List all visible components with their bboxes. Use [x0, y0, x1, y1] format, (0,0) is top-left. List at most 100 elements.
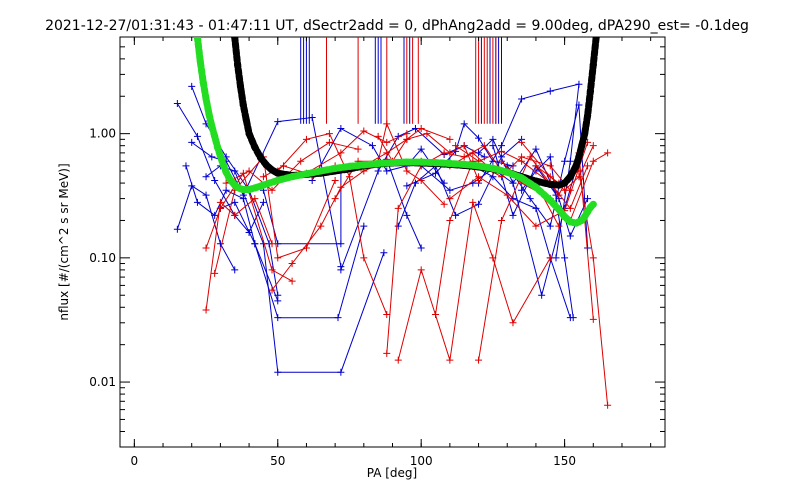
blue-marker-9-1 [374, 167, 382, 175]
red-marker-3-3 [297, 157, 305, 165]
red-marker-16-2 [526, 153, 534, 161]
blue-marker-15-2 [546, 222, 554, 230]
blue-marker-0-5 [259, 198, 267, 206]
red-marker-3-5 [354, 145, 362, 153]
red-marker-16-3 [555, 191, 563, 199]
blue-marker-15-1 [526, 195, 534, 203]
blue-line-0 [176, 103, 264, 234]
red-marker-14-3 [532, 222, 540, 230]
series-5-red [326, 37, 497, 124]
red-marker-1-3 [268, 266, 276, 274]
green-curve-line [193, 37, 597, 227]
blue-marker-3-6 [274, 297, 282, 305]
blue-marker-11-0 [403, 182, 411, 190]
red-marker-0-3 [251, 195, 259, 203]
blue-marker-2-3 [216, 240, 224, 248]
red-marker-2-5 [331, 176, 339, 184]
red-line-6 [277, 133, 388, 315]
blue-marker-18-1 [489, 135, 497, 143]
red-marker-0-1 [216, 198, 224, 206]
blue-marker-3-3 [222, 186, 230, 194]
red-marker-11-1 [417, 266, 425, 274]
blue-marker-0-1 [193, 132, 201, 140]
blue-marker-0-2 [211, 176, 219, 184]
red-marker-12-2 [469, 149, 477, 157]
blue-marker-17-4 [569, 314, 577, 322]
series-4-blue [300, 37, 502, 124]
red-marker-10-3 [440, 149, 448, 157]
red-marker-13-1 [446, 216, 454, 224]
blue-marker-10-0 [394, 222, 402, 230]
red-marker-17-5 [604, 149, 612, 157]
red-marker-11-2 [446, 356, 454, 364]
red-line-11 [397, 202, 551, 361]
red-marker-1-1 [216, 204, 224, 212]
red-marker-4-5 [383, 138, 391, 146]
x-tick-label-3: 150 [553, 454, 576, 468]
blue-marker-5-1 [208, 153, 216, 161]
series-0-blue [173, 80, 592, 376]
red-marker-7-6 [446, 135, 454, 143]
blue-marker-14-2 [518, 95, 526, 103]
x-tick-label-1: 50 [270, 454, 285, 468]
red-marker-16-0 [475, 356, 483, 364]
blue-marker-14-3 [546, 87, 554, 95]
red-marker-18-0 [532, 162, 540, 170]
blue-marker-16-1 [509, 211, 517, 219]
red-marker-3-4 [325, 138, 333, 146]
red-marker-13-0 [432, 310, 440, 318]
red-marker-19-1 [546, 173, 554, 181]
red-marker-0-0 [202, 306, 210, 314]
red-marker-19-4 [589, 142, 597, 150]
red-marker-16-1 [498, 216, 505, 224]
red-marker-9-3 [423, 130, 431, 138]
red-line-16 [478, 151, 594, 361]
blue-marker-12-1 [446, 186, 454, 194]
red-marker-5-1 [288, 260, 296, 268]
x-tick-label-2: 100 [410, 454, 433, 468]
red-marker-17-4 [589, 157, 597, 165]
blue-marker-4-0 [202, 173, 210, 181]
x-axis-label: PA [deg] [367, 466, 417, 480]
blue-marker-8-5 [417, 145, 425, 153]
chart-title: 2021-12-27/01:31:43 - 01:47:11 UT, dSect… [45, 18, 749, 34]
blue-marker-8-3 [383, 167, 391, 175]
red-marker-16-5 [589, 315, 597, 323]
red-marker-3-0 [222, 179, 230, 187]
red-marker-10-5 [480, 142, 488, 150]
blue-marker-17-2 [546, 153, 554, 161]
blue-marker-16-4 [566, 232, 574, 240]
red-marker-11-5 [509, 319, 517, 327]
blue-marker-4-4 [274, 368, 282, 376]
red-marker-19-3 [575, 173, 583, 181]
blue-marker-2-4 [231, 266, 239, 274]
red-marker-15-5 [566, 204, 574, 212]
blue-marker-12-5 [532, 145, 540, 153]
blue-marker-5-5 [308, 113, 316, 121]
blue-marker-18-2 [509, 179, 517, 187]
red-marker-13-5 [546, 162, 554, 170]
blue-marker-4-2 [231, 167, 239, 175]
blue-marker-2-2 [202, 191, 210, 199]
red-marker-9-2 [403, 135, 411, 143]
series-3-green [193, 37, 597, 227]
red-marker-15-0 [452, 142, 460, 150]
y-tick-label-0: 0.01 [89, 375, 116, 389]
blue-marker-17-0 [518, 186, 526, 194]
blue-marker-9-0 [337, 266, 345, 274]
red-marker-2-3 [274, 254, 282, 262]
blue-line-1 [191, 86, 279, 296]
blue-marker-3-2 [211, 211, 219, 219]
red-marker-3-1 [245, 167, 253, 175]
red-marker-8-0 [331, 195, 339, 203]
red-line-10 [386, 145, 502, 354]
blue-marker-6-5 [360, 222, 368, 230]
red-marker-8-4 [403, 167, 411, 175]
red-marker-11-3 [469, 198, 477, 206]
red-marker-5-0 [268, 286, 276, 294]
red-marker-15-2 [498, 147, 505, 155]
blue-marker-4-6 [380, 249, 388, 257]
blue-marker-2-0 [173, 225, 181, 233]
blue-marker-7-2 [337, 240, 345, 248]
